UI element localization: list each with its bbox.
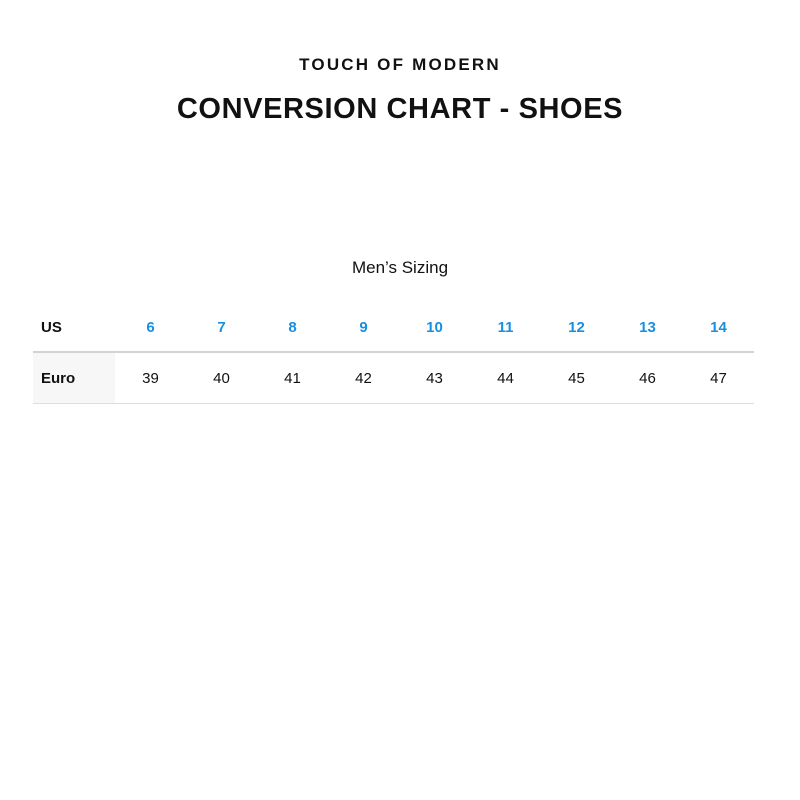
- table-cell: 47: [683, 352, 754, 404]
- table-cell: 6: [115, 303, 186, 353]
- size-conversion-table: US 6 7 8 9 10 11 12 13 14 Euro 39 40 41 …: [33, 303, 754, 404]
- brand-logo: TOUCH OF MODERN: [299, 55, 501, 74]
- table-cell: 12: [541, 303, 612, 353]
- table-cell: 8: [257, 303, 328, 353]
- row-label: Euro: [33, 352, 115, 404]
- table-row-euro: Euro 39 40 41 42 43 44 45 46 47: [33, 352, 754, 404]
- table-cell: 13: [612, 303, 683, 353]
- table-cell: 41: [257, 352, 328, 404]
- section-subtitle: Men’s Sizing: [351, 258, 449, 277]
- table-cell: 11: [470, 303, 541, 353]
- table-cell: 10: [399, 303, 470, 353]
- table-cell: 39: [115, 352, 186, 404]
- page-title: CONVERSION CHART - SHOES: [176, 93, 624, 125]
- table-cell: 9: [328, 303, 399, 353]
- table-cell: 40: [186, 352, 257, 404]
- row-label: US: [33, 303, 115, 353]
- table-cell: 14: [683, 303, 754, 353]
- table-cell: 42: [328, 352, 399, 404]
- table-cell: 46: [612, 352, 683, 404]
- table-cell: 43: [399, 352, 470, 404]
- table-row-us: US 6 7 8 9 10 11 12 13 14: [33, 303, 754, 353]
- table-cell: 7: [186, 303, 257, 353]
- table-cell: 45: [541, 352, 612, 404]
- table-cell: 44: [470, 352, 541, 404]
